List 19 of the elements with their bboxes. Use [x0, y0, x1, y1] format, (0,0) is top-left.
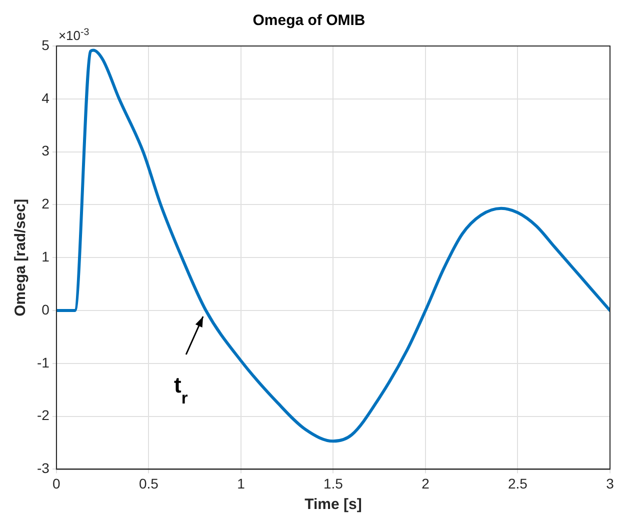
x-tick-label: 0: [52, 475, 61, 492]
x-tick-label: 2.5: [508, 475, 528, 492]
y-tick-label: 3: [42, 142, 50, 159]
x-axis-title: Time [s]: [304, 496, 362, 514]
y-tick-label: 2: [42, 196, 50, 212]
y-tick-label: -3: [36, 460, 50, 476]
x-tick-label: 2: [422, 475, 430, 492]
y-tick-label: -2: [36, 407, 50, 424]
y-tick-label: 4: [42, 90, 50, 106]
x-tick-label: 3: [606, 475, 614, 492]
chart-title: Omega of OMIB: [252, 12, 366, 30]
x-tick-label: 1: [237, 475, 246, 492]
y-tick-label: 5: [42, 36, 50, 53]
x-tick-label: 1.5: [323, 475, 344, 492]
y-tick-label: 0: [42, 301, 50, 318]
x-tick-label: 0.5: [138, 475, 159, 492]
y-tick-label: -1: [36, 354, 50, 370]
y-axis-title: Omega [rad/sec]: [12, 198, 30, 316]
y-tick-label: 1: [42, 248, 50, 264]
